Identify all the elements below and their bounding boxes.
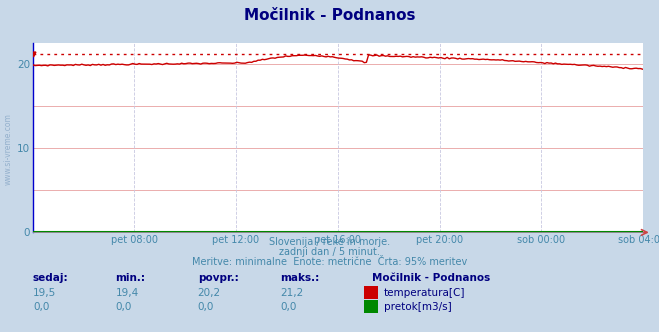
Text: temperatura[C]: temperatura[C] (384, 288, 465, 298)
Text: zadnji dan / 5 minut.: zadnji dan / 5 minut. (279, 247, 380, 257)
Text: 0,0: 0,0 (198, 302, 214, 312)
Text: min.:: min.: (115, 273, 146, 283)
Text: sedaj:: sedaj: (33, 273, 69, 283)
Text: pretok[m3/s]: pretok[m3/s] (384, 302, 451, 312)
Text: maks.:: maks.: (280, 273, 320, 283)
Text: 19,4: 19,4 (115, 288, 138, 298)
Text: Meritve: minimalne  Enote: metrične  Črta: 95% meritev: Meritve: minimalne Enote: metrične Črta:… (192, 257, 467, 267)
Text: 0,0: 0,0 (280, 302, 297, 312)
Text: Slovenija / reke in morje.: Slovenija / reke in morje. (269, 237, 390, 247)
Text: 20,2: 20,2 (198, 288, 221, 298)
Text: Močilnik - Podnanos: Močilnik - Podnanos (372, 273, 490, 283)
Text: 0,0: 0,0 (115, 302, 132, 312)
Text: 19,5: 19,5 (33, 288, 56, 298)
Text: 21,2: 21,2 (280, 288, 303, 298)
Text: povpr.:: povpr.: (198, 273, 239, 283)
Text: www.si-vreme.com: www.si-vreme.com (3, 114, 13, 185)
Text: 0,0: 0,0 (33, 302, 49, 312)
Text: Močilnik - Podnanos: Močilnik - Podnanos (244, 8, 415, 23)
